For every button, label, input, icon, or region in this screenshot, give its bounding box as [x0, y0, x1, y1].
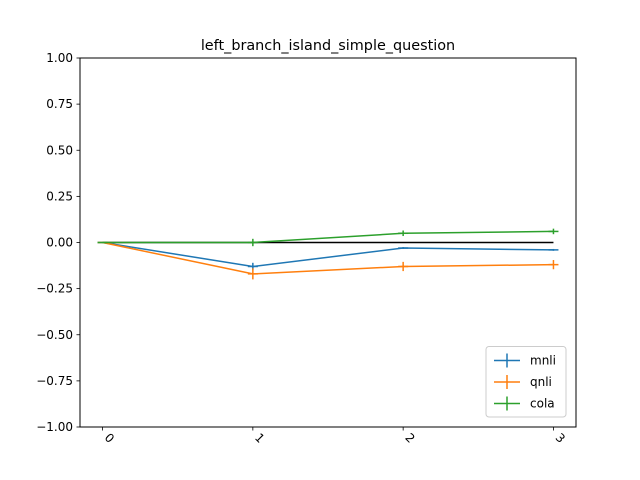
legend-label-cola: cola: [530, 397, 555, 411]
chart-title: left_branch_island_simple_question: [201, 38, 455, 54]
series-line-mnli: [102, 241, 554, 268]
y-tick-label: −1.00: [36, 420, 73, 434]
legend: mnli qnli cola: [485, 346, 567, 418]
legend-label-mnli: mnli: [530, 354, 556, 368]
legend-box: [485, 346, 567, 418]
series-line-qnli: [102, 241, 554, 275]
legend-label-qnli: qnli: [530, 375, 552, 389]
y-tick-label: 0.50: [46, 143, 73, 157]
series-line-cola: [102, 230, 554, 244]
axes-layer: 1.00 0.75 0.50 0.25 0.00 −0.25 −0.50 −0.75 −1.00…: [36, 51, 577, 446]
y-tick-label: −0.75: [36, 374, 73, 388]
y-tick-label: 0.25: [46, 189, 73, 203]
y-tick-label: −0.25: [36, 282, 73, 296]
y-tick-label: 0.00: [46, 236, 73, 250]
series-layer: [97, 228, 559, 280]
y-tick-label: 0.75: [46, 97, 73, 111]
y-tick-label: −0.50: [36, 328, 73, 342]
y-tick-label: 1.00: [46, 51, 73, 65]
